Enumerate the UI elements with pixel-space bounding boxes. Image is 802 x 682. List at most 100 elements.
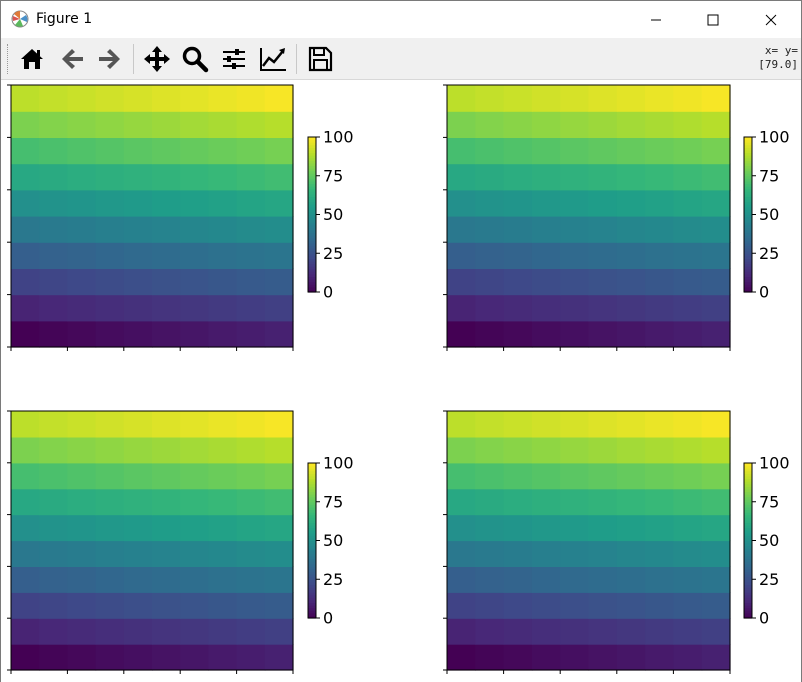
heatmap-cell <box>208 294 238 322</box>
edit-axis-button[interactable] <box>256 42 290 76</box>
heatmap-cell <box>503 294 533 322</box>
heatmap-cell <box>475 216 505 243</box>
zoom-button[interactable] <box>178 42 212 76</box>
heatmap-cell <box>531 488 561 516</box>
heatmap-cell <box>123 216 153 243</box>
colorbar-segment <box>308 553 316 557</box>
heatmap-cell <box>236 488 266 516</box>
heatmap-cell <box>503 111 533 138</box>
heatmap-cell <box>95 85 125 112</box>
heatmap-cell <box>645 644 674 671</box>
heatmap-cell <box>701 462 731 490</box>
heatmap-cell <box>447 411 476 438</box>
colorbar-segment <box>744 258 752 262</box>
back-button[interactable] <box>55 42 89 76</box>
home-button[interactable] <box>15 42 49 76</box>
heatmap-cell <box>11 566 40 593</box>
colorbar-segment <box>308 279 316 283</box>
axes-frame <box>10 410 294 671</box>
colorbar-tick-label: 75 <box>759 166 779 185</box>
cursor-coordinates: x= y= [79.0] <box>758 44 798 72</box>
heatmap-cell <box>588 436 618 464</box>
colorbar-segment <box>308 514 316 518</box>
colorbar-segment <box>308 180 316 185</box>
heatmap-cell <box>616 216 646 243</box>
heatmap-cell <box>531 189 561 217</box>
colorbar-segment <box>744 599 752 604</box>
back-arrow-icon <box>62 49 83 69</box>
colorbar-segment <box>744 245 752 249</box>
colorbar-segment <box>744 470 752 474</box>
heatmap-cell <box>701 294 731 322</box>
colorbar-segment <box>744 607 752 611</box>
heatmap-cell <box>588 592 618 619</box>
close-button[interactable] <box>748 1 794 39</box>
heatmap-cell <box>264 566 294 593</box>
colorbar-segment <box>308 147 316 151</box>
heatmap-cell <box>531 592 561 619</box>
colorbar-segment <box>308 271 316 275</box>
colorbar-segment <box>308 235 316 239</box>
heatmap-cell <box>447 216 476 243</box>
minimize-button[interactable] <box>633 1 679 39</box>
heatmap-cell <box>560 644 590 671</box>
colorbar-segment <box>744 463 752 467</box>
heatmap-cell <box>701 540 731 567</box>
colorbar-segment <box>744 584 752 588</box>
colorbar-segment <box>308 504 316 508</box>
heatmap-cell <box>152 644 181 671</box>
heatmap-cell <box>503 488 533 516</box>
heatmap-cell <box>39 514 68 542</box>
colorbar-segment <box>744 589 752 593</box>
colorbar-segment <box>744 602 752 606</box>
heatmap-cell <box>531 514 561 542</box>
heatmap-cell <box>123 189 153 217</box>
heatmap-cell <box>475 268 505 296</box>
figure-canvas[interactable]: 100 75 50 25 0 100 75 50 25 0 100 75 50 25 0 100 75 50 25 0 <box>0 80 802 682</box>
colorbar-segment <box>308 242 316 247</box>
colorbar-segment <box>308 563 316 567</box>
heatmap-cell <box>616 242 646 269</box>
colorbar-segment <box>744 548 752 552</box>
colorbar-tick-label: 0 <box>759 609 769 628</box>
heatmap-cell <box>673 137 703 165</box>
heatmap-cell <box>11 514 40 542</box>
heatmap-cell <box>264 294 294 322</box>
heatmap-cell <box>447 242 476 269</box>
heatmap-cell <box>67 163 97 191</box>
colorbar-segment <box>744 506 752 511</box>
heatmap-cell <box>123 85 153 112</box>
maximize-button[interactable] <box>690 1 736 39</box>
colorbar-segment <box>744 211 752 216</box>
heatmap-cell <box>39 268 68 296</box>
heatmap-cell <box>560 618 590 645</box>
heatmap-cell <box>645 618 674 645</box>
heatmap-cell <box>560 592 590 619</box>
colorbar-segment <box>744 574 752 578</box>
configure-subplots-button[interactable] <box>217 42 251 76</box>
colorbar-segment <box>308 571 316 575</box>
forward-button[interactable] <box>93 42 127 76</box>
heatmap-cell <box>208 514 238 542</box>
heatmap-cell <box>701 268 731 296</box>
colorbar-segment <box>308 509 316 513</box>
colorbar-segment <box>744 568 752 573</box>
heatmap-cell <box>264 411 294 438</box>
heatmap-cell <box>11 488 40 516</box>
colorbar-segment <box>744 224 752 229</box>
colorbar-segment <box>744 281 752 285</box>
save-button[interactable] <box>303 42 337 76</box>
colorbar-segment <box>308 491 316 495</box>
heatmap-cell <box>123 566 153 593</box>
heatmap-cell <box>616 137 646 165</box>
heatmap-cell <box>588 462 618 490</box>
heatmap-cell <box>152 111 181 138</box>
pan-button[interactable] <box>140 42 174 76</box>
heatmap-cell <box>39 618 68 645</box>
colorbar-segment <box>308 261 316 265</box>
colorbar-segment <box>308 186 316 190</box>
heatmap-cell <box>616 320 646 348</box>
colorbar-segment <box>744 465 752 469</box>
heatmap-cell <box>645 462 674 490</box>
heatmap-cell <box>645 488 674 516</box>
